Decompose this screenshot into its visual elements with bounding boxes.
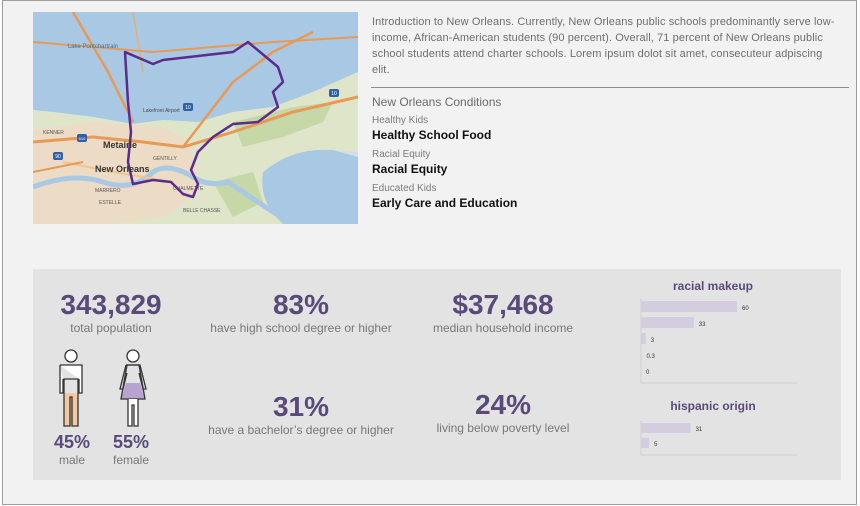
stat-value: 83% — [272, 289, 330, 320]
condition-item[interactable]: Educated Kids Early Care and Education — [372, 183, 842, 211]
stat-poverty: 24% living below poverty level — [426, 389, 580, 435]
map-label-gentilly: GENTILLY — [153, 156, 177, 162]
stat-value: 24% — [474, 389, 532, 420]
stat-value: 45% — [53, 432, 91, 452]
stat-value: 55% — [112, 432, 150, 452]
intro-paragraph: Introduction to New Orleans. Currently, … — [372, 16, 835, 76]
chart-data-label: 3 — [651, 338, 655, 344]
highway-shield-icon: 10 — [329, 89, 339, 97]
chart-data-label: 0.3 — [646, 354, 655, 360]
map-label-metairie: Metairie — [103, 140, 137, 150]
hispanic-origin-chart: 31 5 — [640, 421, 797, 456]
conditions-title: New Orleans Conditions — [372, 95, 502, 109]
map-label-airport: Lakefront Airport — [143, 108, 180, 114]
divider — [371, 87, 849, 88]
highway-shield-icon: 10 — [183, 103, 193, 111]
stat-label: have high school degree or higher — [210, 321, 392, 335]
stat-bachelor: 31% have a bachelor’s degree or higher — [198, 391, 404, 437]
chart-title: racial makeup — [672, 279, 754, 293]
stat-label: male — [58, 453, 85, 467]
stat-label: median household income — [432, 321, 574, 335]
condition-item[interactable]: Racial Equity Racial Equity — [372, 149, 842, 177]
chart-data-label: 33 — [699, 322, 706, 328]
chart-bar — [641, 423, 691, 433]
stat-label: total population — [70, 321, 152, 335]
chart-data-label: 5 — [654, 442, 658, 448]
stat-income: $37,468 median household income — [421, 289, 585, 335]
stat-value: $37,468 — [452, 289, 554, 320]
condition-label: Racial Equity — [372, 149, 431, 160]
stats-panel: 343,829 total population 83% have high s… — [33, 269, 841, 480]
new-orleans-map[interactable]: Lake Pontchartrain Lakefront Airport KEN… — [33, 12, 358, 224]
conditions-section: New Orleans Conditions Healthy Kids Heal… — [372, 95, 842, 217]
condition-label: Educated Kids — [372, 183, 437, 194]
chart-bar — [641, 301, 737, 312]
map-label-belle-chasse: BELLE CHASSE — [183, 208, 221, 214]
chart-bar — [641, 333, 646, 344]
stat-label: female — [112, 453, 150, 467]
svg-text:10: 10 — [185, 105, 191, 111]
chart-bar — [641, 438, 649, 448]
stat-value: 31% — [272, 391, 330, 422]
map-label-marrero: MARRERO — [95, 188, 121, 194]
map-label-lake: Lake Pontchartrain — [68, 44, 118, 50]
female-stat: 55% female — [106, 432, 156, 468]
highway-shield-icon: 610 — [77, 134, 87, 142]
condition-link[interactable]: Early Care and Education — [372, 196, 518, 210]
condition-label: Healthy Kids — [372, 115, 429, 126]
stat-high-school: 83% have high school degree or higher — [201, 289, 401, 335]
map-label-new-orleans: New Orleans — [95, 164, 150, 174]
chart-data-label: 0 — [646, 370, 650, 376]
svg-text:610: 610 — [79, 136, 86, 141]
female-icon — [119, 349, 147, 427]
stat-label: living below poverty level — [436, 421, 570, 435]
stat-population: 343,829 total population — [51, 289, 171, 335]
svg-text:10: 10 — [331, 91, 337, 97]
condition-link[interactable]: Racial Equity — [372, 162, 448, 176]
map-label-estelle: ESTELLE — [99, 200, 122, 206]
map-label-kenner: KENNER — [43, 130, 64, 136]
stat-label: have a bachelor’s degree or higher — [208, 423, 394, 437]
condition-item[interactable]: Healthy Kids Healthy School Food — [372, 115, 842, 143]
chart-title: hispanic origin — [670, 399, 756, 413]
svg-text:90: 90 — [55, 154, 61, 160]
chart-bar — [641, 317, 694, 328]
condition-link[interactable]: Healthy School Food — [372, 128, 492, 142]
male-stat: 45% male — [47, 432, 97, 468]
highway-shield-icon: 90 — [53, 152, 63, 160]
male-icon — [59, 349, 83, 427]
map-label-chalmette: CHALMETTE — [173, 186, 204, 192]
chart-data-label: 60 — [742, 306, 749, 312]
stat-value: 343,829 — [60, 289, 162, 320]
chart-data-label: 31 — [696, 427, 703, 433]
